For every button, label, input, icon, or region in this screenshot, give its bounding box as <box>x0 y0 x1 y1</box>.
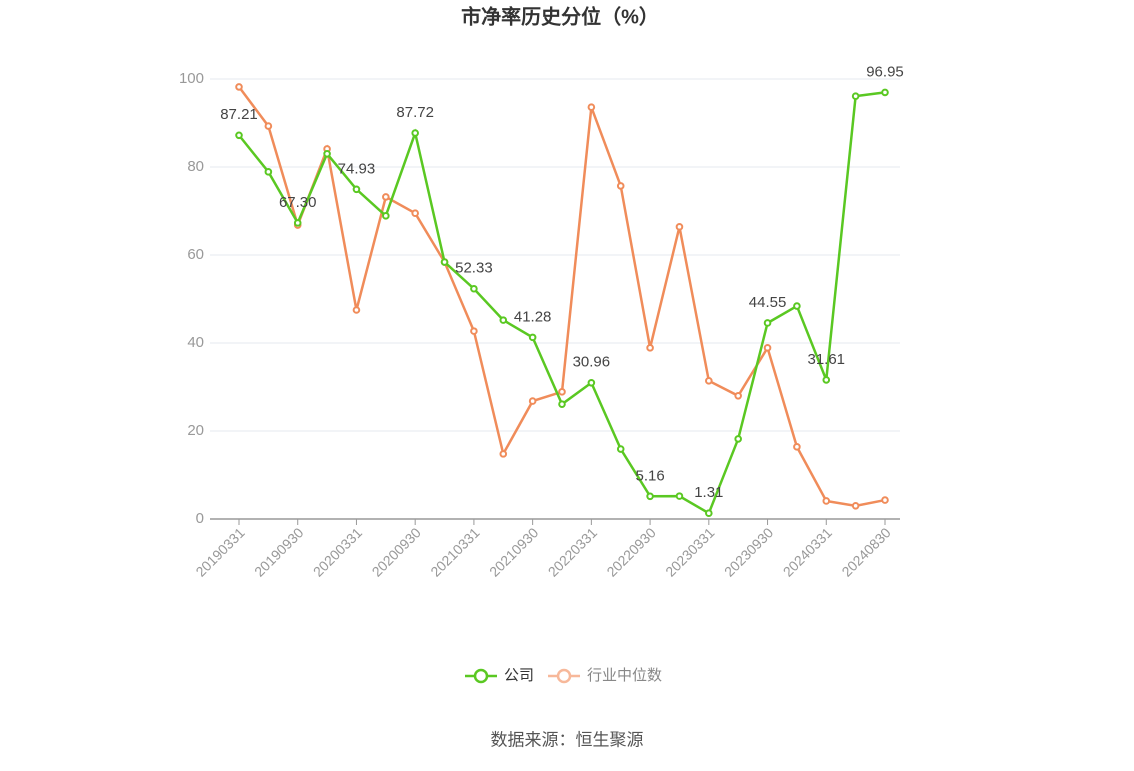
y-tick-label: 60 <box>187 246 204 263</box>
data-point <box>264 122 273 130</box>
data-point <box>264 168 273 176</box>
data-label: 30.96 <box>573 354 611 371</box>
data-point <box>528 333 537 342</box>
data-point <box>587 378 596 387</box>
data-label: 44.55 <box>749 294 787 311</box>
data-label: 87.72 <box>396 104 434 121</box>
data-point <box>734 392 742 400</box>
data-point <box>558 400 566 408</box>
legend-label: 行业中位数 <box>587 667 662 684</box>
data-label: 87.21 <box>220 106 258 123</box>
data-point <box>293 219 302 227</box>
data-point <box>323 150 331 158</box>
x-tick-label: 20210930 <box>486 524 542 580</box>
x-tick-label: 20210331 <box>427 524 483 580</box>
data-point <box>382 193 390 201</box>
data-point <box>440 258 449 266</box>
data-point <box>705 377 713 385</box>
data-point <box>352 185 361 194</box>
data-point <box>528 397 537 405</box>
data-label: 74.93 <box>338 160 376 177</box>
data-point <box>793 443 801 451</box>
data-point <box>235 83 243 91</box>
chart-title: 市净率历史分位（%） <box>461 4 659 28</box>
series-line <box>238 91 886 516</box>
x-tick-label: 20220930 <box>603 524 659 580</box>
y-tick-label: 40 <box>187 334 204 351</box>
data-label: 96.95 <box>866 63 904 80</box>
x-tick-label: 20240331 <box>780 524 836 580</box>
series <box>235 83 889 510</box>
data-point <box>881 88 889 97</box>
data-label: 31.61 <box>807 351 845 368</box>
data-point <box>499 316 508 324</box>
data-point <box>558 388 566 396</box>
data-point <box>734 435 742 443</box>
legend-marker <box>556 668 572 684</box>
data-point <box>763 344 772 352</box>
x-tick-label: 20230331 <box>662 524 718 580</box>
data-label: 52.33 <box>455 260 493 277</box>
data-point <box>646 492 654 501</box>
data-point <box>851 502 860 510</box>
data-point <box>822 497 831 505</box>
data-point <box>851 92 860 100</box>
data-point <box>411 129 419 137</box>
x-tick-label: 20240830 <box>838 524 894 580</box>
data-label: 41.28 <box>514 308 552 325</box>
data-point <box>675 492 684 500</box>
x-tick-label: 20190331 <box>192 524 248 580</box>
data-point <box>793 302 801 310</box>
y-tick-label: 0 <box>196 510 204 527</box>
data-point <box>675 223 684 231</box>
data-label: 5.16 <box>635 467 664 484</box>
data-point <box>822 376 831 384</box>
data-point <box>616 182 625 190</box>
data-point <box>763 319 772 327</box>
data-point <box>587 103 596 111</box>
data-point <box>235 131 243 140</box>
y-tick-label: 80 <box>187 158 204 175</box>
y-tick-label: 20 <box>187 422 204 439</box>
x-tick-label: 20190930 <box>251 524 307 580</box>
x-tick-label: 20200930 <box>369 524 425 580</box>
x-tick-label: 20230930 <box>721 524 777 580</box>
y-tick-label: 100 <box>179 70 204 87</box>
data-label: 1.31 <box>694 484 723 501</box>
legend-label: 公司 <box>504 667 534 684</box>
series <box>235 88 889 518</box>
data-point <box>470 327 478 335</box>
data-label: 67.30 <box>279 194 317 211</box>
data-point <box>352 306 361 314</box>
series-line <box>237 86 886 508</box>
data-point <box>411 209 419 217</box>
data-point <box>616 445 625 453</box>
data-point <box>881 496 889 504</box>
x-tick-label: 20200331 <box>310 524 366 580</box>
legend-marker <box>473 668 489 684</box>
data-point <box>646 344 654 352</box>
data-point <box>705 509 713 518</box>
data-point <box>470 284 478 293</box>
x-tick-label: 20220331 <box>545 524 601 580</box>
source-note: 数据来源：恒生聚源 <box>491 730 644 749</box>
data-point <box>499 450 508 458</box>
data-point <box>382 212 390 220</box>
